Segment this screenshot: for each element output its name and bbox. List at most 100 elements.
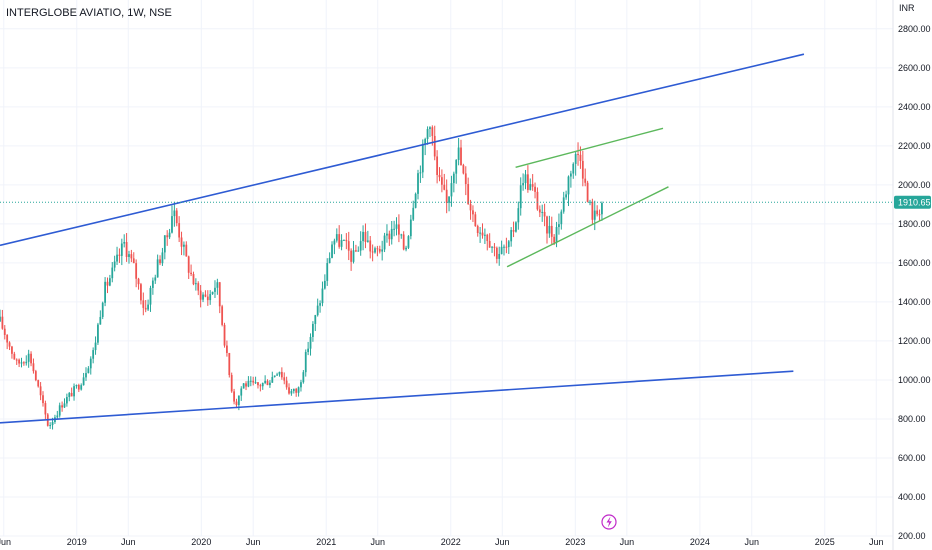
candle-body — [85, 373, 87, 378]
candle-body — [402, 234, 405, 250]
time-tick-label: 2022 — [441, 537, 461, 547]
candle-body — [92, 350, 95, 359]
candle-body — [120, 243, 123, 256]
candle-body — [460, 147, 462, 166]
candle-body — [309, 336, 312, 349]
candle-body — [113, 261, 116, 268]
price-tick-label: 1200.00 — [898, 336, 931, 346]
candle-body — [125, 242, 128, 257]
candle-body — [269, 382, 271, 386]
candle-body — [22, 362, 25, 364]
candle-body — [6, 334, 9, 343]
candle-body — [13, 353, 16, 360]
candle-body — [278, 371, 281, 375]
candle-body — [512, 230, 515, 232]
candle-body — [469, 204, 472, 211]
candle-body — [426, 129, 429, 139]
candle-body — [280, 371, 283, 378]
candle-body — [593, 210, 596, 220]
candle-body — [178, 223, 181, 238]
candle-body — [476, 226, 479, 234]
candle-body — [366, 240, 369, 242]
candle-body — [596, 210, 599, 215]
candle-body — [171, 216, 173, 233]
candles — [0, 125, 603, 430]
candle-body — [443, 184, 446, 190]
candle-body — [221, 306, 224, 325]
candle-body — [245, 383, 247, 387]
candle-body — [601, 203, 603, 215]
candle-body — [297, 387, 300, 393]
time-tick-label: Jun — [744, 537, 759, 547]
candle-body — [209, 294, 212, 301]
candle-body — [130, 254, 133, 259]
candle-body — [483, 234, 486, 236]
candle-body — [522, 183, 525, 186]
time-tick-label: Jun — [246, 537, 261, 547]
candle-body — [503, 246, 505, 248]
price-tick-label: 2200.00 — [898, 141, 931, 151]
candle-body — [82, 377, 85, 386]
candle-body — [235, 401, 238, 406]
candle-body — [414, 193, 417, 208]
candle-body — [118, 254, 121, 256]
trendline-upper-channel[interactable] — [0, 53, 805, 247]
time-tick-label: 2020 — [191, 537, 211, 547]
price-axis[interactable]: 200.00 400.00 600.00 800.00 1000.00 1200.00 14… — [898, 24, 931, 541]
candle-body — [558, 224, 560, 228]
candle-body — [452, 173, 455, 184]
candle-body — [285, 380, 288, 388]
candle-body — [569, 173, 572, 177]
candle-body — [128, 254, 130, 257]
candle-body — [144, 307, 147, 310]
candle-body — [271, 376, 274, 383]
candle-body — [424, 138, 427, 144]
candle-body — [56, 415, 59, 418]
candle-body — [572, 163, 575, 174]
candle-body — [226, 345, 228, 353]
candle-body — [550, 225, 553, 237]
trendline-lower-channel[interactable] — [0, 370, 794, 424]
candle-body — [199, 290, 202, 300]
candle-body — [567, 176, 570, 195]
candle-body — [472, 210, 474, 215]
time-tick-label: 2023 — [565, 537, 585, 547]
candle-body — [362, 231, 364, 242]
candle-body — [230, 375, 233, 392]
price-tick-label: 800.00 — [898, 414, 926, 424]
candle-body — [409, 219, 412, 237]
price-tick-label: 1800.00 — [898, 219, 931, 229]
candle-body — [180, 237, 183, 247]
candle-body — [197, 283, 200, 291]
lightning-bolt-icon[interactable] — [601, 514, 617, 530]
candle-body — [149, 287, 152, 305]
candle-body — [517, 208, 520, 223]
trendline-wedge-lower[interactable] — [506, 186, 669, 268]
trendline-wedge-upper[interactable] — [515, 127, 664, 168]
price-tick-label: 1000.00 — [898, 375, 931, 385]
candle-body — [386, 233, 388, 236]
candle-body — [20, 362, 23, 364]
candle-body — [228, 352, 231, 376]
candle-body — [340, 240, 343, 247]
candle-body — [586, 182, 589, 202]
candle-body — [233, 391, 235, 402]
candle-body — [505, 246, 508, 248]
candle-body — [25, 361, 28, 364]
candle-body — [288, 387, 290, 394]
candle-body — [562, 197, 565, 212]
candle-body — [534, 186, 536, 192]
candle-body — [421, 143, 424, 173]
candle-body — [462, 165, 465, 174]
candle-body — [58, 405, 61, 416]
candle-body — [252, 380, 255, 383]
candle-body — [137, 278, 140, 285]
candle-body — [123, 242, 126, 244]
candle-body — [364, 231, 367, 242]
candle-body — [223, 324, 226, 346]
candle-body — [70, 392, 73, 397]
time-axis[interactable]: Jun 2019 Jun 2020 Jun 2021 Jun 2022 Jun 2023 Jun 20… — [0, 537, 884, 547]
candle-body — [495, 247, 498, 259]
candle-body — [581, 160, 584, 179]
